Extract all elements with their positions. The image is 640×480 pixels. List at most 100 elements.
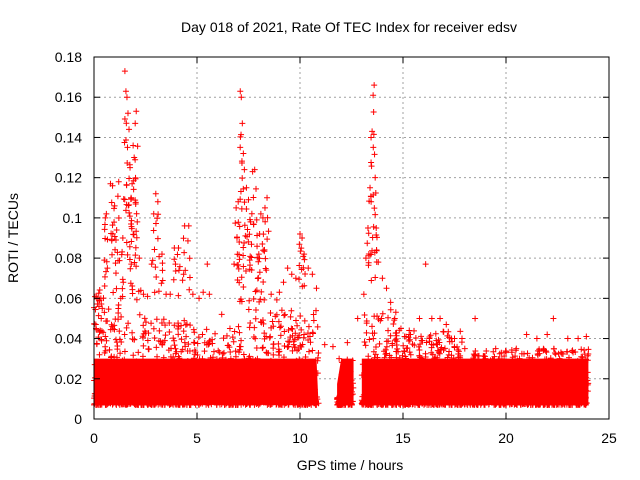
data-point [186,286,193,293]
scatter-point [110,289,117,296]
data-point [122,88,129,95]
data-point [248,241,255,248]
scatter-point [416,352,423,359]
scatter-point [162,332,169,339]
data-point [383,285,390,292]
data-point [368,134,375,141]
data-point [97,327,104,334]
scatter-point [175,331,182,338]
scatter-point [129,329,136,336]
scatter-point [153,316,160,323]
data-point [240,283,247,290]
data-point [159,277,166,284]
data-point [387,299,394,306]
data-point [368,277,375,284]
data-point [130,186,137,193]
data-point [243,205,250,212]
scatter-point [432,330,439,337]
scatter-point [173,348,180,355]
scatter-point [178,336,185,343]
data-point [360,291,367,298]
scatter-point [140,342,147,349]
data-point [123,182,130,189]
scatter-point [162,322,169,329]
scatter-point [185,341,192,348]
data-point [122,136,129,143]
scatter-point [392,337,399,344]
scatter-point [236,298,243,305]
scatter-point [227,348,234,355]
data-point [238,94,245,101]
data-point [103,258,110,265]
scatter-point [475,352,482,359]
data-point [297,230,303,237]
data-point [265,228,272,235]
data-point [260,231,267,238]
data-point [236,239,243,246]
scatter-point [259,345,266,352]
data-point [127,265,134,272]
scatter-point [96,286,103,293]
data-point [373,234,380,241]
scatter-point [100,295,107,302]
data-point [121,196,128,203]
scatter-point [441,345,448,352]
scatter-point [455,348,462,355]
scatter-point [542,347,549,354]
data-point [237,196,244,203]
scatter-point [392,309,399,316]
data-point [111,202,118,209]
scatter-point [216,349,223,356]
scatter-point [401,348,408,355]
data-point [131,259,138,266]
data-point [344,339,351,346]
dense-core-fill [361,358,589,405]
scatter-point [569,347,576,354]
scatter-point [278,307,285,314]
data-point [99,305,106,312]
scatter-point [135,349,142,356]
data-point [443,321,450,328]
data-point [299,235,306,241]
scatter-point [457,328,464,335]
data-point [159,260,166,267]
data-point [236,256,243,263]
scatter-point [171,337,178,344]
data-point [259,241,266,248]
scatter-point [142,319,149,326]
scatter-point [184,348,191,355]
scatter-point [306,348,313,355]
data-point [235,265,242,272]
scatter-point [382,346,389,353]
data-point [238,159,245,166]
data-point [176,263,183,270]
scatter-point [454,343,461,350]
data-point [130,142,137,149]
data-point [262,255,269,262]
scatter-point [178,322,185,329]
scatter-point [416,347,423,354]
scatter-point [536,346,543,353]
data-point [232,220,239,227]
data-point [128,217,135,224]
data-point [155,211,162,218]
scatter-point [405,334,412,341]
data-point [262,218,269,225]
data-point [151,246,158,253]
data-point [428,315,435,322]
data-point [112,270,119,277]
data-point [368,163,375,170]
data-point [159,267,166,274]
data-point [406,331,413,338]
data-point [127,196,134,203]
data-point [128,238,135,245]
data-point [370,92,377,99]
data-point [296,262,303,269]
scatter-point [446,334,453,341]
data-point [235,219,242,226]
scatter-point [385,327,392,334]
data-point [151,289,158,296]
scatter-point [139,353,146,360]
data-point [364,240,371,247]
scatter-point [101,309,108,316]
